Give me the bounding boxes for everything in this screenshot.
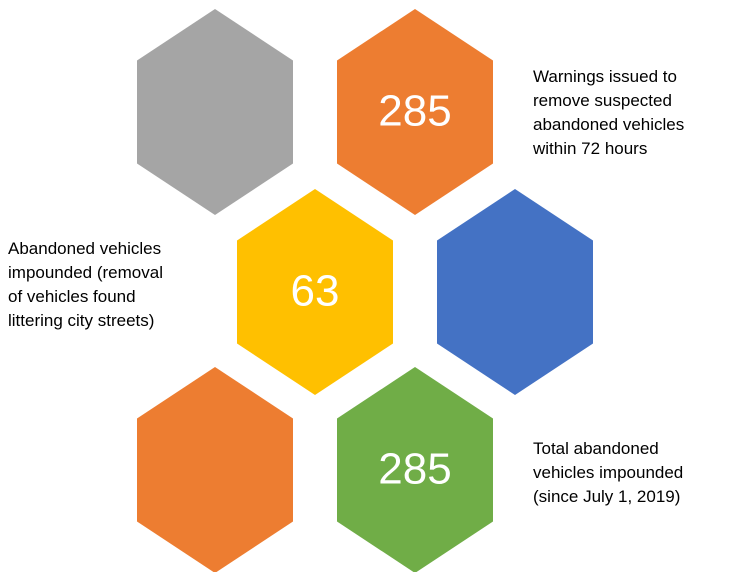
- label-line: within 72 hours: [532, 139, 647, 158]
- label-line: remove suspected: [533, 91, 672, 110]
- label-line: impounded (removal: [8, 263, 163, 282]
- hexagon: [137, 367, 293, 572]
- hexagon: [337, 9, 493, 215]
- hexagon: [337, 367, 493, 572]
- hexagon-value: 63: [291, 267, 340, 316]
- label-line: littering city streets): [8, 311, 154, 330]
- label-line: (since July 1, 2019): [533, 487, 680, 506]
- label-line: vehicles impounded: [533, 463, 683, 482]
- hexagon: [137, 9, 293, 215]
- hexagon: [437, 189, 593, 395]
- hexagon-value: 285: [378, 445, 451, 494]
- label-line: Abandoned vehicles: [8, 239, 161, 258]
- label-line: abandoned vehicles: [533, 115, 684, 134]
- label-line: Total abandoned: [533, 439, 659, 458]
- hexagon: [237, 189, 393, 395]
- label-line: of vehicles found: [8, 287, 136, 306]
- hexagon-value: 285: [378, 87, 451, 136]
- label-line: Warnings issued to: [533, 67, 677, 86]
